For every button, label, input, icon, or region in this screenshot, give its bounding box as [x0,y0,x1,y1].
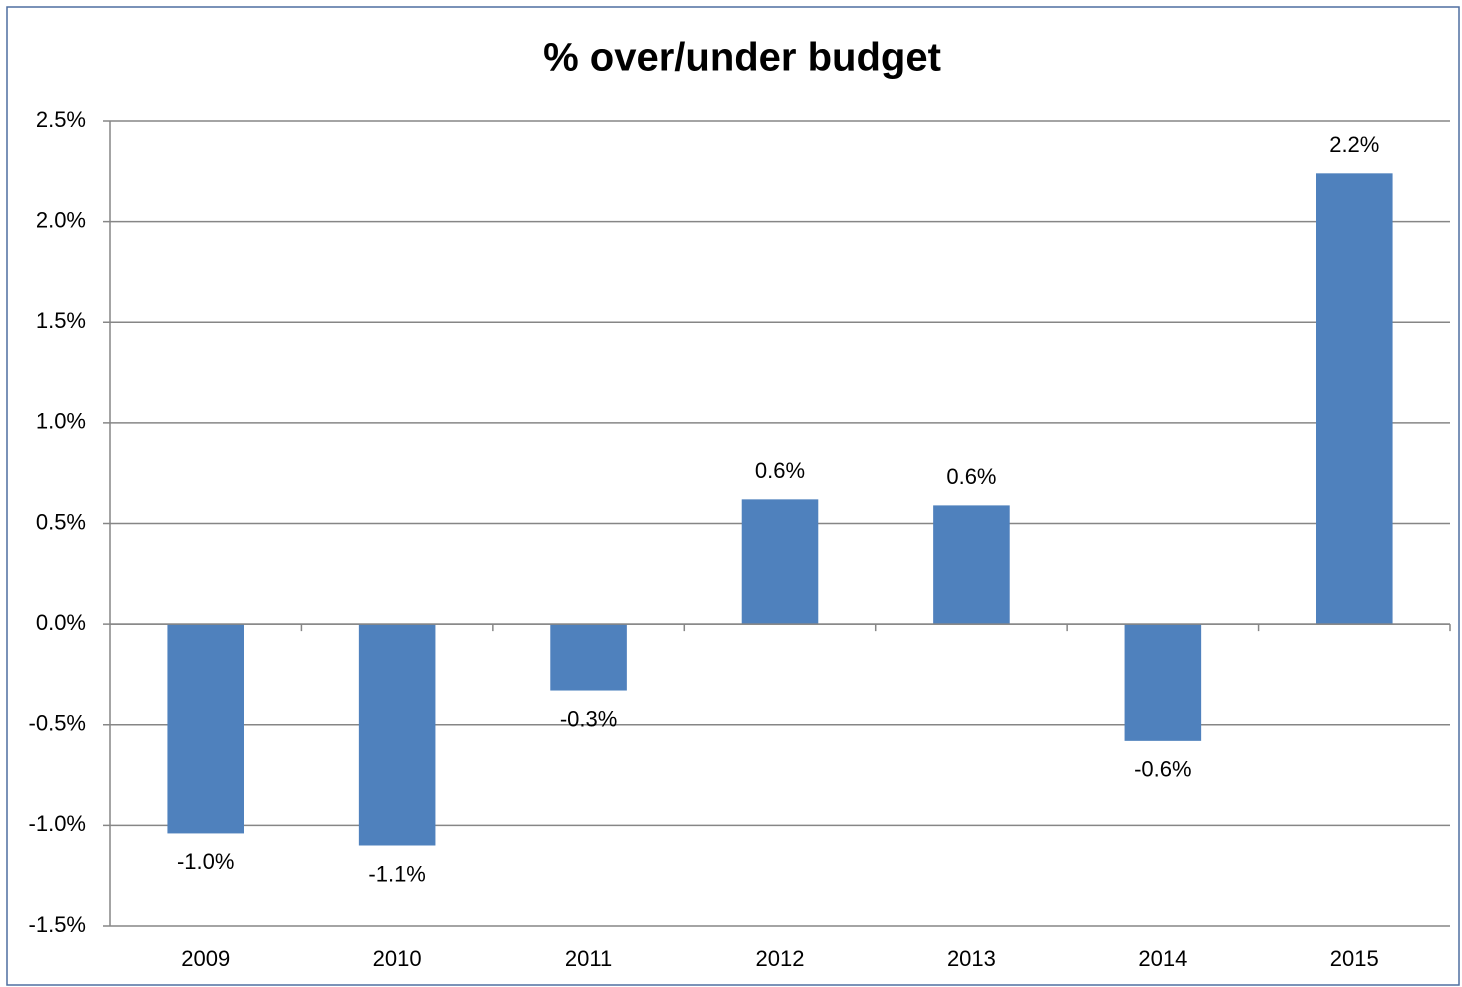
x-tick-label: 2010 [373,946,422,971]
x-tick-label: 2012 [756,946,805,971]
y-tick-label: 0.0% [36,610,86,635]
data-label: -0.3% [560,706,617,731]
bar [741,499,819,625]
y-tick-label: -1.5% [29,912,86,937]
data-label: -1.1% [368,861,425,886]
x-tick-label: 2014 [1138,946,1187,971]
bar [1316,173,1393,625]
x-tick-label: 2009 [181,946,230,971]
y-tick-label: 1.0% [36,409,86,434]
bar [933,505,1010,625]
data-label: 0.6% [946,464,996,489]
x-tick-label: 2011 [565,946,612,971]
y-tick-label: -1.0% [29,811,86,836]
data-label: -1.0% [177,849,234,874]
x-tick-label: 2013 [947,946,996,971]
y-tick-label: -0.5% [29,711,86,736]
y-tick-label: 0.5% [36,509,86,534]
chart-title: % over/under budget [543,36,941,80]
chart-border [6,6,1460,986]
bar [1124,624,1202,741]
bar [358,624,436,846]
y-tick-label: 2.5% [36,107,86,132]
x-tick-label: 2015 [1330,946,1379,971]
bar [550,624,627,691]
data-label: 2.2% [1329,132,1379,157]
y-tick-label: 1.5% [36,308,86,333]
bar [167,624,244,834]
y-tick-label: 2.0% [36,207,86,232]
data-label: 0.6% [755,458,805,483]
data-label: -0.6% [1134,757,1191,782]
